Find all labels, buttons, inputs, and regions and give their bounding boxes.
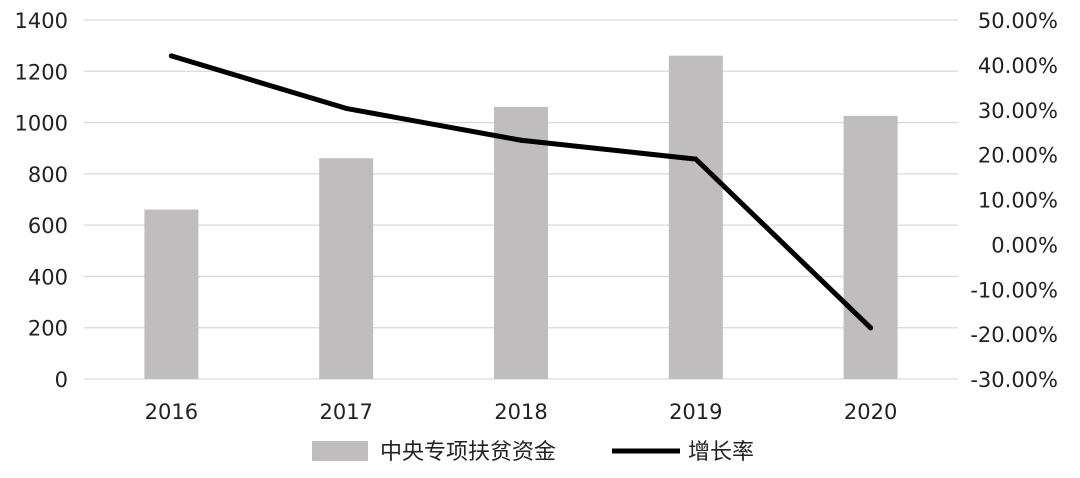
- x-tick-label: 2016: [145, 400, 198, 424]
- right-tick-label: -10.00%: [970, 278, 1058, 302]
- left-tick-label: 1400: [15, 9, 68, 33]
- x-tick-label: 2017: [319, 400, 372, 424]
- line-point: [168, 53, 174, 59]
- bar: [668, 55, 723, 380]
- line-point: [343, 105, 349, 111]
- bar: [144, 209, 199, 379]
- left-tick-label: 1200: [15, 60, 68, 84]
- right-tick-label: -20.00%: [970, 323, 1058, 347]
- left-tick-label: 1000: [15, 112, 68, 136]
- x-tick-label: 2018: [494, 400, 547, 424]
- line-point: [693, 156, 699, 162]
- x-tick-label: 2019: [669, 400, 722, 424]
- right-tick-label: 0.00%: [991, 233, 1058, 257]
- line-point: [868, 325, 874, 331]
- right-tick-label: 20.00%: [978, 144, 1058, 168]
- legend-bar-swatch: [312, 441, 368, 461]
- x-axis-ticks: 2016 2017 2018 2019 2020: [145, 400, 898, 424]
- left-tick-label: 200: [28, 317, 68, 341]
- legend-line-label: 增长率: [688, 440, 754, 465]
- right-tick-label: -30.00%: [970, 368, 1058, 392]
- line-point: [518, 137, 524, 143]
- right-tick-label: 10.00%: [978, 189, 1058, 213]
- right-tick-label: 40.00%: [978, 54, 1058, 78]
- right-tick-label: 30.00%: [978, 99, 1058, 123]
- left-tick-label: 600: [28, 214, 68, 238]
- legend: 中央专项扶贫资金 增长率: [312, 440, 754, 465]
- bar: [494, 106, 548, 379]
- left-tick-label: 800: [28, 163, 68, 187]
- bar: [319, 158, 374, 379]
- right-tick-label: 50.00%: [978, 9, 1058, 33]
- x-tick-label: 2020: [844, 400, 897, 424]
- line-series: [168, 53, 874, 331]
- bar: [843, 115, 898, 379]
- right-axis-ticks: -30.00% -20.00% -10.00% 0.00% 10.00% 20.00% 30…: [970, 9, 1058, 392]
- bar-series: [144, 55, 898, 380]
- legend-bar-label: 中央专项扶贫资金: [380, 440, 556, 465]
- left-axis-ticks: 0 200 400 600 800 1000 1200 1400: [15, 9, 68, 392]
- left-tick-label: 0: [55, 368, 68, 392]
- left-tick-label: 400: [28, 265, 68, 289]
